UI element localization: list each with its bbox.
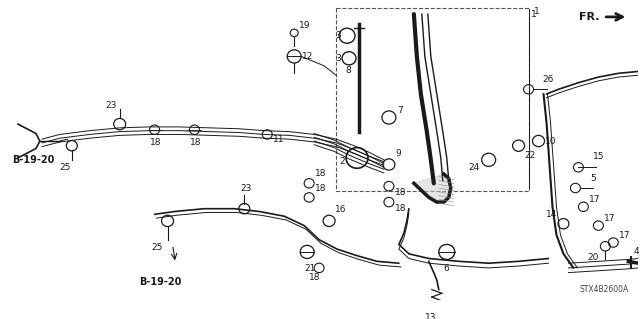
Text: 5: 5 (590, 174, 596, 183)
Text: 18: 18 (189, 138, 201, 147)
Text: 18: 18 (395, 204, 406, 213)
Text: 10: 10 (545, 137, 556, 145)
Polygon shape (414, 174, 451, 202)
Text: 1: 1 (534, 7, 540, 16)
Text: 18: 18 (315, 183, 326, 192)
Text: 22: 22 (525, 151, 536, 160)
Text: 8: 8 (345, 66, 351, 75)
Text: 18: 18 (150, 138, 161, 147)
Text: 12: 12 (302, 52, 314, 61)
Text: 23: 23 (106, 101, 117, 110)
Text: 17: 17 (589, 195, 601, 204)
Text: 9: 9 (395, 149, 401, 158)
Text: 17: 17 (620, 231, 631, 240)
Text: STX4B2600A: STX4B2600A (579, 285, 628, 294)
Bar (336, 8, 529, 191)
Text: 3: 3 (335, 31, 341, 40)
Text: 26: 26 (543, 75, 554, 85)
Text: 19: 19 (299, 21, 310, 30)
Text: B-19-20: B-19-20 (140, 277, 182, 287)
Text: 18: 18 (315, 169, 326, 178)
Text: 2: 2 (339, 157, 345, 166)
Text: 24: 24 (468, 163, 480, 172)
Text: FR.: FR. (579, 12, 599, 22)
Text: 14: 14 (545, 210, 557, 219)
Text: 3: 3 (335, 54, 341, 63)
Text: 1: 1 (531, 10, 536, 19)
Text: 20: 20 (588, 253, 599, 262)
Text: 7: 7 (397, 107, 403, 115)
Text: 4: 4 (633, 248, 639, 256)
Text: 15: 15 (593, 152, 605, 161)
Text: 18: 18 (395, 188, 406, 197)
Text: 11: 11 (273, 135, 285, 144)
Text: 6: 6 (444, 264, 449, 273)
Text: 23: 23 (241, 183, 252, 192)
Text: 25: 25 (60, 163, 71, 172)
Text: 25: 25 (152, 243, 163, 252)
Text: 18: 18 (309, 273, 321, 282)
Text: 21: 21 (304, 264, 316, 273)
Text: 13: 13 (425, 313, 436, 319)
Text: 16: 16 (335, 205, 347, 214)
Text: B-19-20: B-19-20 (12, 155, 54, 165)
Text: 17: 17 (604, 214, 616, 223)
